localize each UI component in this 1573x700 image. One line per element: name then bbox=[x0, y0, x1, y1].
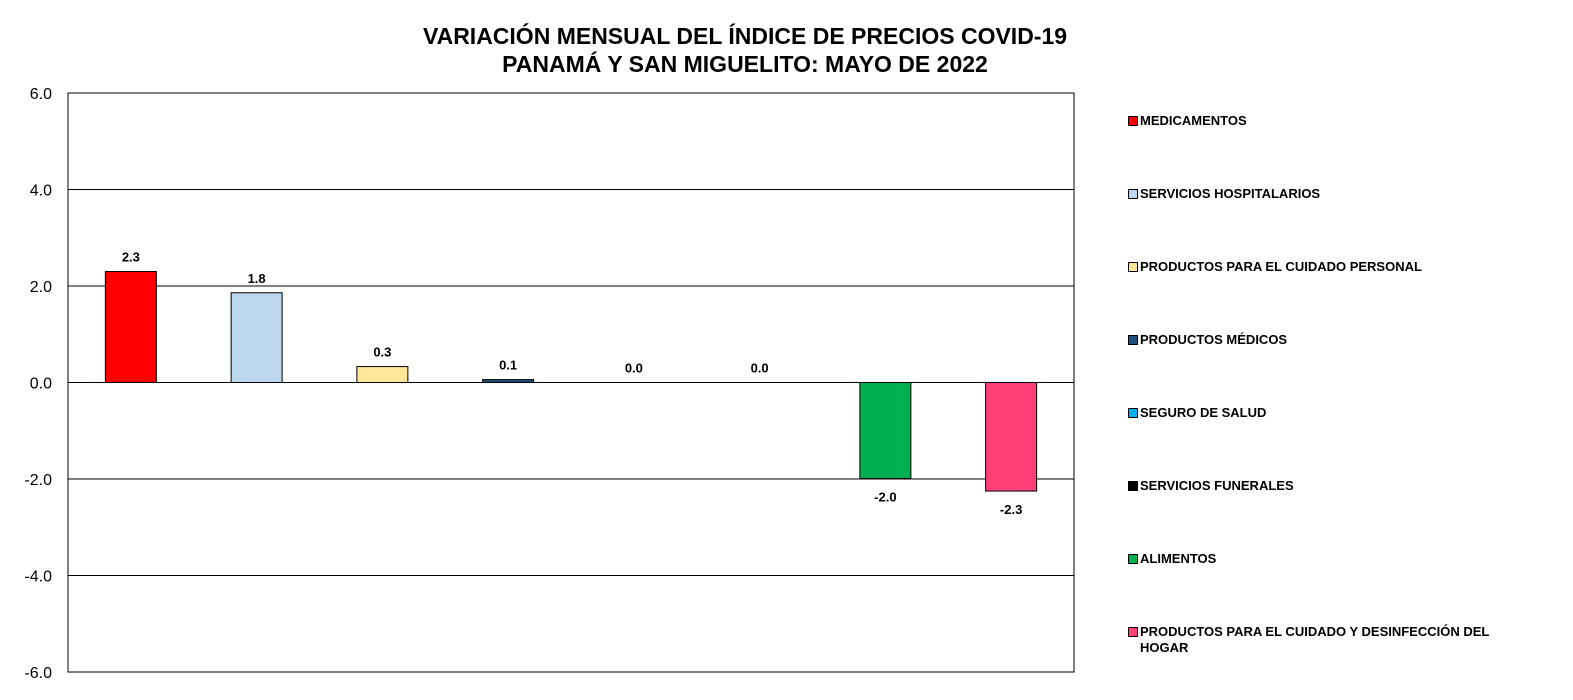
bar bbox=[985, 382, 1038, 492]
y-tick-label: -6.0 bbox=[24, 665, 52, 682]
legend-label: PRODUCTOS PARA EL CUIDADO Y DESINFECCIÓN… bbox=[1140, 624, 1490, 655]
bar bbox=[859, 382, 912, 480]
chart-title-block: VARIACIÓN MENSUAL DEL ÍNDICE DE PRECIOS … bbox=[300, 22, 1190, 78]
y-tick-label: 6.0 bbox=[30, 86, 52, 103]
legend-swatch bbox=[1128, 116, 1138, 126]
data-label: 0.0 bbox=[751, 361, 769, 376]
data-label: 0.1 bbox=[499, 358, 517, 373]
bars bbox=[104, 271, 1038, 492]
grid-lines bbox=[68, 92, 1074, 673]
legend-item: ALIMENTOS bbox=[1128, 551, 1216, 567]
legend-swatch bbox=[1128, 627, 1138, 637]
data-label: -2.0 bbox=[874, 490, 896, 505]
legend-label: PRODUCTOS MÉDICOS bbox=[1140, 332, 1288, 347]
y-tick-label: -2.0 bbox=[24, 472, 52, 489]
legend-swatch bbox=[1128, 408, 1138, 418]
chart-subtitle: PANAMÁ Y SAN MIGUELITO: MAYO DE 2022 bbox=[502, 51, 988, 77]
legend-item: PRODUCTOS PARA EL CUIDADO Y DESINFECCIÓN… bbox=[1128, 624, 1530, 656]
legend-swatch bbox=[1128, 189, 1138, 199]
data-label: 1.8 bbox=[248, 271, 266, 286]
data-label: 2.3 bbox=[122, 250, 140, 265]
legend-item: PRODUCTOS MÉDICOS bbox=[1128, 332, 1287, 348]
bar bbox=[356, 366, 409, 384]
legend-label: MEDICAMENTOS bbox=[1140, 113, 1247, 128]
legend-swatch bbox=[1128, 554, 1138, 564]
legend-item: MEDICAMENTOS bbox=[1128, 113, 1247, 129]
y-tick-label: -4.0 bbox=[24, 569, 52, 586]
data-label: 0.3 bbox=[373, 345, 391, 360]
legend-item: PRODUCTOS PARA EL CUIDADO PERSONAL bbox=[1128, 259, 1422, 275]
bar bbox=[104, 271, 157, 383]
y-tick-label: 0.0 bbox=[30, 376, 52, 393]
data-label: -2.3 bbox=[1000, 502, 1022, 517]
data-labels: 2.3 1.8 0.3 0.1 0.0 0.0 -2.0 -2.3 bbox=[122, 250, 1022, 518]
legend-label: SERVICIOS FUNERALES bbox=[1140, 478, 1294, 493]
data-label: 0.0 bbox=[625, 361, 643, 376]
legend-item: SERVICIOS FUNERALES bbox=[1128, 478, 1294, 494]
legend-label: SERVICIOS HOSPITALARIOS bbox=[1140, 186, 1321, 201]
legend-label: ALIMENTOS bbox=[1140, 551, 1217, 566]
legend-item: SEGURO DE SALUD bbox=[1128, 405, 1266, 421]
y-tick-label: 4.0 bbox=[30, 183, 52, 200]
legend-label: SEGURO DE SALUD bbox=[1140, 405, 1267, 420]
y-axis-ticks: -6.0 -4.0 -2.0 0.0 2.0 4.0 6.0 bbox=[24, 86, 52, 682]
legend-swatch bbox=[1128, 262, 1138, 272]
bar bbox=[482, 379, 535, 384]
chart-title: VARIACIÓN MENSUAL DEL ÍNDICE DE PRECIOS … bbox=[422, 23, 1068, 49]
legend-item: SERVICIOS HOSPITALARIOS bbox=[1128, 186, 1320, 202]
y-tick-label: 2.0 bbox=[30, 279, 52, 296]
legend-swatch bbox=[1128, 481, 1138, 491]
bar bbox=[230, 292, 283, 384]
legend-swatch bbox=[1128, 335, 1138, 345]
plot-area-frame bbox=[67, 92, 1075, 673]
legend-label: PRODUCTOS PARA EL CUIDADO PERSONAL bbox=[1140, 259, 1422, 274]
